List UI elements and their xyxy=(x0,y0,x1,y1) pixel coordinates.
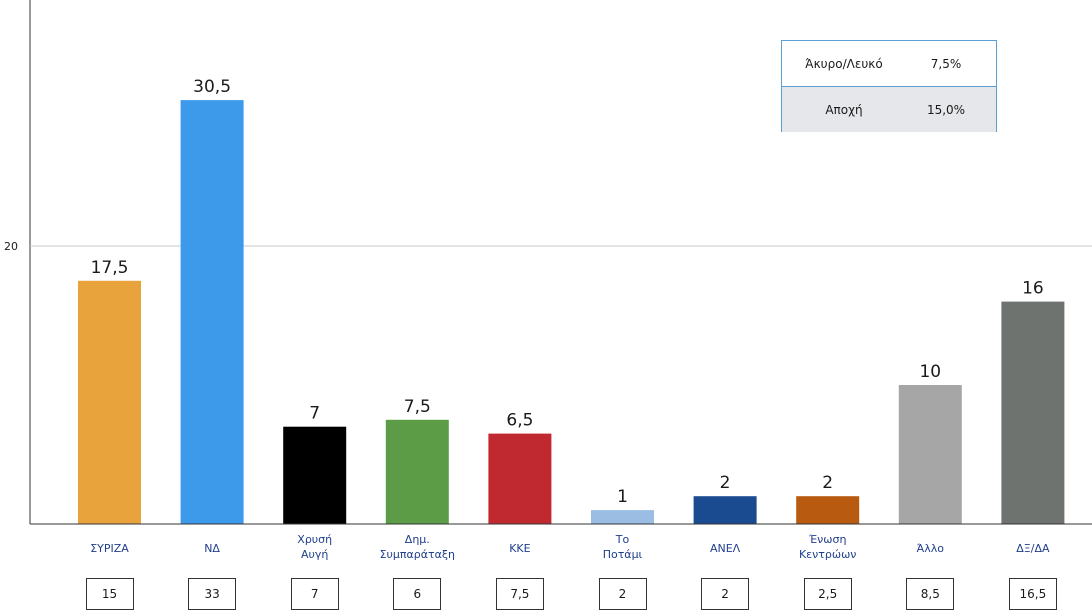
category-label-5: Το Ποτάμι xyxy=(603,533,643,561)
invalid-blank-label: Άκυρο/Λευκό xyxy=(805,56,883,71)
bar-8 xyxy=(898,385,962,524)
bar-9 xyxy=(1001,301,1065,524)
category-label-8: Άλλο xyxy=(917,542,945,555)
previous-value-box-8: 8,5 xyxy=(906,578,955,610)
previous-value-box-6: 2 xyxy=(701,578,750,610)
bar-value-label-7: 2 xyxy=(822,473,833,493)
previous-value-box-5: 2 xyxy=(598,578,647,610)
invalid-abstention-table: Άκυρο/Λευκό 7,5% Αποχή 15,0% xyxy=(781,40,997,132)
bar-2 xyxy=(283,426,347,524)
abstention-value: 15,0% xyxy=(926,102,966,117)
bars-layer: 17,5 ΣΥΡΙΖΑ 30,5 ΝΔ 7 Χρυσή Αυγή 7,5 Δημ. Συμπαρά… xyxy=(78,77,1065,561)
previous-value-box-1: 33 xyxy=(188,578,237,610)
y-tick-label-20: 20 xyxy=(4,240,18,253)
category-label-3: Δημ. Συμπαράταξη xyxy=(380,533,455,561)
bar-6 xyxy=(693,496,757,524)
bar-value-label-4: 6,5 xyxy=(506,411,533,431)
category-label-4: ΚΚΕ xyxy=(509,542,530,555)
category-label-9: ΔΞ/ΔΑ xyxy=(1016,542,1050,555)
bar-value-label-5: 1 xyxy=(617,487,628,507)
previous-value-box-3: 6 xyxy=(393,578,442,610)
abstention-label: Αποχή xyxy=(825,102,863,117)
bar-0 xyxy=(78,280,141,525)
category-label-7: Ένωση Κεντρώων xyxy=(799,533,856,561)
bar-4 xyxy=(488,433,552,524)
abstention-row: Αποχή 15,0% xyxy=(782,87,996,132)
bar-1 xyxy=(180,100,244,524)
bar-5 xyxy=(591,510,654,524)
bar-value-label-1: 30,5 xyxy=(193,77,231,97)
bar-value-label-8: 10 xyxy=(919,362,941,382)
invalid-blank-row: Άκυρο/Λευκό 7,5% xyxy=(782,41,996,87)
previous-value-box-0: 15 xyxy=(85,578,134,610)
category-label-2: Χρυσή Αυγή xyxy=(297,533,332,561)
bar-value-label-3: 7,5 xyxy=(404,397,431,417)
previous-value-box-4: 7,5 xyxy=(495,578,544,610)
bar-value-label-6: 2 xyxy=(720,473,731,493)
bar-7 xyxy=(796,496,860,524)
previous-value-box-7: 2,5 xyxy=(803,578,852,610)
category-label-0: ΣΥΡΙΖΑ xyxy=(90,542,129,555)
bar-value-label-9: 16 xyxy=(1022,279,1044,299)
bar-value-label-2: 7 xyxy=(309,404,320,424)
bar-3 xyxy=(385,419,449,525)
invalid-blank-value: 7,5% xyxy=(930,56,962,71)
category-label-6: ΑΝΕΛ xyxy=(710,542,741,555)
category-label-1: ΝΔ xyxy=(204,542,220,555)
previous-value-box-9: 16,5 xyxy=(1008,578,1057,610)
bar-value-label-0: 17,5 xyxy=(91,258,129,278)
previous-value-box-2: 7 xyxy=(290,578,339,610)
